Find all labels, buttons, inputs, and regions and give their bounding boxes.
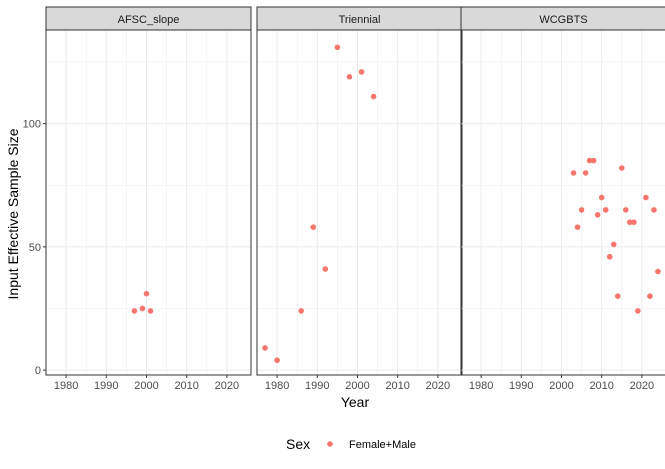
data-point	[590, 157, 597, 164]
x-tick-label: 2010	[174, 380, 198, 392]
x-tick-label: 2000	[549, 380, 573, 392]
facet-strip-label: AFSC_slope	[118, 14, 180, 26]
major-gridlines	[46, 30, 251, 375]
data-point	[627, 219, 633, 226]
data-point	[610, 241, 617, 248]
panel-afsc-slope: AFSC_slope 1980 1990 2000 2010 2020	[45, 6, 252, 392]
x-tick-label: 1990	[509, 380, 533, 392]
legend-title: Sex	[286, 436, 310, 452]
data-points	[262, 44, 377, 364]
x-axis-label: Year	[341, 394, 370, 410]
data-point	[635, 308, 641, 314]
data-point	[618, 165, 625, 171]
data-point	[262, 345, 268, 351]
data-point	[147, 308, 154, 314]
major-gridlines	[461, 30, 665, 375]
x-tick-label: 1980	[469, 380, 493, 392]
data-point	[346, 74, 353, 80]
data-point	[570, 170, 577, 176]
data-point	[298, 308, 305, 314]
y-tick-label: 100	[23, 119, 41, 131]
x-tick-label: 1990	[94, 380, 118, 392]
data-point	[574, 224, 581, 230]
data-points	[570, 157, 661, 314]
x-tick-label: 2000	[345, 380, 369, 392]
data-point	[655, 268, 661, 275]
x-axis: 1980 1990 2000 2010 2020	[54, 375, 239, 392]
x-tick-label: 1980	[265, 380, 289, 392]
legend-entry-female-male: Female+Male	[349, 439, 416, 451]
panel-border	[45, 29, 252, 376]
y-tick-label: 0	[35, 365, 41, 377]
x-tick-label: 1990	[305, 380, 329, 392]
data-point	[623, 207, 629, 213]
data-point	[582, 170, 589, 176]
data-point	[310, 224, 317, 230]
x-tick-label: 2020	[630, 380, 654, 392]
legend: Sex Female+Male	[286, 436, 416, 452]
panels-group: AFSC_slope 1980 1990 2000 2010 2020 Triennial 1…	[45, 6, 665, 392]
major-gridlines	[257, 30, 462, 375]
x-axis: 1980 1990 2000 2010 2020	[265, 375, 450, 392]
x-tick-label: 2010	[589, 380, 613, 392]
panel-wcgbts: WCGBTS 1980 1990 2000 2010 2020	[460, 6, 665, 392]
minor-gridlines	[257, 30, 462, 375]
facet-strip-label: WCGBTS	[539, 14, 587, 26]
facet-strip	[45, 6, 252, 31]
data-point	[602, 207, 609, 213]
data-point	[370, 93, 377, 100]
facet-strip	[460, 6, 665, 31]
panel-triennial: Triennial 1980 1990 2000 2010 2020	[256, 6, 463, 392]
y-tick-label: 50	[29, 242, 41, 254]
y-axis-label: Input Effective Sample Size	[5, 128, 21, 299]
data-point	[594, 212, 601, 218]
x-tick-label: 2010	[385, 380, 409, 392]
panel-border	[460, 29, 665, 376]
x-tick-label: 1980	[54, 380, 78, 392]
data-point	[606, 253, 613, 260]
facet-strip-label: Triennial	[339, 14, 381, 26]
data-point	[578, 207, 585, 213]
data-points	[131, 290, 154, 314]
x-tick-label: 2020	[215, 380, 239, 392]
data-point	[131, 308, 138, 314]
minor-gridlines	[461, 30, 665, 375]
x-tick-label: 2000	[134, 380, 158, 392]
x-tick-label: 2020	[426, 380, 450, 392]
data-point	[586, 157, 593, 164]
y-axis: 0 50 100	[23, 119, 46, 377]
data-point	[647, 293, 653, 299]
data-point	[598, 194, 605, 201]
data-point	[274, 357, 280, 364]
data-point	[143, 290, 150, 297]
panel-border	[256, 29, 463, 376]
data-point	[139, 305, 146, 312]
data-point	[631, 219, 637, 226]
data-point	[358, 69, 365, 75]
data-point	[322, 266, 329, 272]
data-point	[334, 44, 341, 51]
data-point	[651, 207, 657, 213]
legend-key-point	[327, 441, 333, 447]
data-point	[643, 194, 649, 201]
data-point	[614, 293, 621, 299]
minor-gridlines	[46, 30, 251, 375]
x-axis: 1980 1990 2000 2010 2020	[469, 375, 654, 392]
